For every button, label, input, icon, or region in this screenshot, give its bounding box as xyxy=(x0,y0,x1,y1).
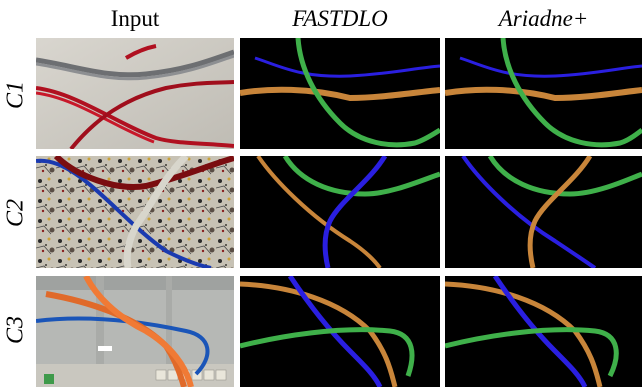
input-image-c2 xyxy=(36,156,234,268)
column-title-input: Input xyxy=(110,6,160,31)
fastdlo-result-c1 xyxy=(240,38,440,149)
column-title-ariadne: Ariadne+ xyxy=(498,6,589,31)
row-label-c1: C1 xyxy=(2,80,29,110)
input-image-c3 xyxy=(36,276,234,387)
ariadne-result-c2 xyxy=(445,156,642,268)
row-label-c3: C3 xyxy=(2,315,29,345)
fastdlo-result-c2 xyxy=(240,156,440,268)
row-label-c2: C2 xyxy=(2,198,29,228)
column-title-fastdlo: FASTDLO xyxy=(292,6,388,31)
input-image-c1 xyxy=(36,38,234,149)
ariadne-result-c3 xyxy=(445,276,642,387)
fastdlo-result-c3 xyxy=(240,276,440,387)
ariadne-result-c1 xyxy=(445,38,642,149)
